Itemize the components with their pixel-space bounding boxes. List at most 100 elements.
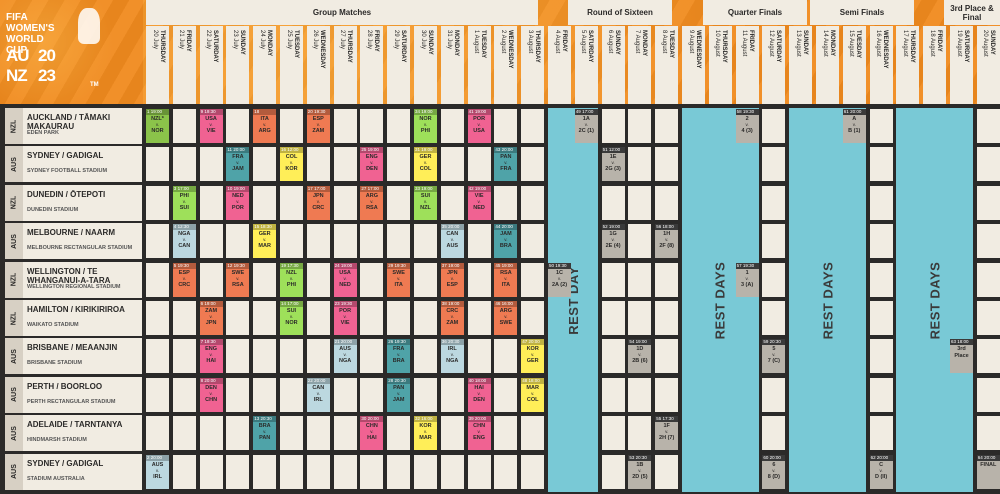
match-time: 19:30 <box>742 109 755 114</box>
empty-cell <box>306 416 330 451</box>
match-51[interactable]: 51 12:00 1E v. 2G (3) <box>601 147 625 182</box>
match-33[interactable]: 33 19:00 SUI v. NZL <box>414 185 437 220</box>
empty-cell <box>253 339 277 374</box>
match-53[interactable]: 53 20:30 1B v. 2D (5) <box>628 454 652 489</box>
match-45[interactable]: 45 19:00 RSA v. ITA <box>494 262 518 297</box>
match-48[interactable]: 48 18:00 MAR v. COL <box>521 377 545 412</box>
day-label: SATURDAY 12 August <box>767 30 781 62</box>
match-49[interactable]: 49 17:00 1A v. 2C (1) <box>574 109 598 143</box>
match-number-time: 32 16:00 <box>414 416 437 423</box>
match-40[interactable]: 40 18:00 HAI v. DEN <box>467 377 491 412</box>
match-17[interactable]: 17 17:00 JPN v. CRC <box>306 185 330 220</box>
empty-cell <box>762 185 786 220</box>
empty-cell <box>601 377 625 412</box>
team-home: 1F <box>663 423 670 430</box>
match-20[interactable]: 20 19:30 ESP v. ZAM <box>306 109 330 143</box>
match-6[interactable]: 6 19:00 ZAM v. JPN <box>199 301 223 335</box>
match-30[interactable]: 30 20:00 CHN v. HAI <box>360 416 384 451</box>
match-44[interactable]: 44 20:00 JAM v. BRA <box>494 224 518 259</box>
team-away: NGA <box>338 358 352 365</box>
match-time: 20:00 <box>769 454 781 460</box>
match-number: 52 <box>602 224 608 230</box>
empty-cell <box>440 109 464 143</box>
match-11[interactable]: 11 20:00 FRA v. JAM <box>226 147 250 182</box>
match-59[interactable]: 59 20:30 5 v. 7 (C) <box>762 339 786 374</box>
match-time: 19:30 <box>555 262 567 268</box>
match-56[interactable]: 56 18:00 1H v. 2F (8) <box>655 224 679 259</box>
match-13[interactable]: 13 20:30 BRA v. PAN <box>253 416 277 451</box>
match-21[interactable]: 21 20:00 AUS v. NGA <box>333 339 357 374</box>
match-36[interactable]: 36 20:30 IRL v. NGA <box>440 339 464 374</box>
empty-cell <box>172 301 196 335</box>
match-number: 38 <box>441 301 447 306</box>
match-number: 20 <box>307 109 313 114</box>
match-57[interactable]: 57 19:30 1 v. 3 (A) <box>735 262 759 297</box>
match-39[interactable]: 39 20:00 CHN v. ENG <box>467 416 491 451</box>
match-16[interactable]: 16 12:00 COL v. KOR <box>280 147 303 182</box>
match-46[interactable]: 46 16:00 ARG v. SWE <box>494 301 518 335</box>
empty-cell <box>655 262 679 297</box>
match-38[interactable]: 38 19:00 CRC v. ZAM <box>440 301 464 335</box>
team-away: IRL <box>313 396 323 403</box>
match-10[interactable]: 10 19:00 NED v. POR <box>226 185 250 220</box>
match-number: 50 <box>549 262 555 268</box>
match-58[interactable]: 58 19:30 2 v. 4 (3) <box>735 109 759 143</box>
match-8[interactable]: 8 20:00 DEN v. CHN <box>199 377 223 412</box>
match-number: 31 <box>415 147 421 153</box>
rest-days-label: REST DAYS <box>927 261 943 339</box>
match-60[interactable]: 60 20:00 6 v. 8 (D) <box>762 454 786 489</box>
match-5[interactable]: 5 19:30 ESP v. CRC <box>172 262 196 297</box>
team-away: VIE <box>206 128 216 134</box>
match-54[interactable]: 54 19:00 1D v. 2B (6) <box>628 339 652 374</box>
match-9[interactable]: 9 19:30 USA v. VIE <box>199 109 223 143</box>
day-date: 16 August <box>875 30 882 57</box>
match-32[interactable]: 32 16:00 KOR v. MAR <box>414 416 437 451</box>
match-43[interactable]: 43 20:00 PAN v. FRA <box>494 147 518 182</box>
match-37[interactable]: 37 19:00 JPN v. ESP <box>440 262 464 297</box>
match-55[interactable]: 55 17:30 1F v. 2H (7) <box>655 416 679 451</box>
match-47[interactable]: 47 20:00 KOR v. GER <box>521 339 545 374</box>
match-41[interactable]: 41 19:00 POR v. USA <box>467 109 491 143</box>
match-63[interactable]: 63 18:00 3rd Place <box>950 339 973 374</box>
match-34[interactable]: 34 19:00 NOR v. PHI <box>414 109 437 143</box>
match-29[interactable]: 29 19:30 SWE v. ITA <box>387 262 411 297</box>
match-22[interactable]: 22 20:00 CAN v. IRL <box>306 377 330 412</box>
empty-cell <box>387 224 411 259</box>
match-52[interactable]: 52 19:00 1G v. 2E (4) <box>601 224 625 259</box>
match-25[interactable]: 25 19:00 ENG v. DEN <box>360 147 384 182</box>
match-number-time: 1 19:00 <box>146 109 169 115</box>
match-1[interactable]: 1 19:00 NZL* v. NOR <box>146 109 169 143</box>
match-7[interactable]: 7 19:30 ENG v. HAI <box>199 339 223 374</box>
match-50[interactable]: 50 19:30 1C v. 2A (2) <box>548 262 571 297</box>
match-23[interactable]: 23 19:30 POR v. VIE <box>333 301 357 335</box>
match-4[interactable]: 4 12:30 NGA v. CAN <box>172 224 196 259</box>
match-28[interactable]: 28 20:30 PAN v. JAM <box>387 377 411 412</box>
match-12[interactable]: 12 19:30 SWE v. RSA <box>226 262 250 297</box>
match-24[interactable]: 24 19:00 USA v. NED <box>333 262 357 297</box>
team-home: VIE <box>474 192 484 199</box>
day-date: 22 July <box>205 30 212 50</box>
match-3[interactable]: 3 17:00 PHI v. SUI <box>172 185 196 220</box>
versus-label: v. <box>504 237 508 243</box>
stage-third-place-final: 3rd Place & Final <box>944 0 1000 25</box>
match-14[interactable]: 14 17:00 SUI v. NOR <box>280 301 303 335</box>
match-time: 19:00 <box>233 185 245 191</box>
match-19[interactable]: 19 17:30 NZL v. PHI <box>280 262 303 297</box>
versus-label: v. <box>316 390 320 396</box>
empty-cell <box>762 301 786 335</box>
match-31[interactable]: 31 19:00 GER v. COL <box>414 147 437 182</box>
match-26[interactable]: 26 19:30 FRA v. BRA <box>387 339 411 374</box>
match-27[interactable]: 27 17:00 ARG v. RSA <box>360 185 384 220</box>
match-number-time: 9 19:30 <box>199 109 223 115</box>
match-64[interactable]: 64 20:00 FINAL <box>976 454 1000 489</box>
match-number-time: 29 19:30 <box>387 262 411 269</box>
match-2[interactable]: 2 20:00 AUS v. IRL <box>146 454 169 489</box>
match-35[interactable]: 35 20:00 CAN v. AUS <box>440 224 464 259</box>
match-15[interactable]: 15 18:30 GER v. MAR <box>253 224 277 259</box>
match-42[interactable]: 42 19:00 VIE v. NED <box>467 185 491 220</box>
match-18[interactable]: 18 ITA v. ARG <box>253 109 277 143</box>
match-number-time: 51 12:00 <box>601 147 625 154</box>
team-home: 1B <box>636 461 644 468</box>
